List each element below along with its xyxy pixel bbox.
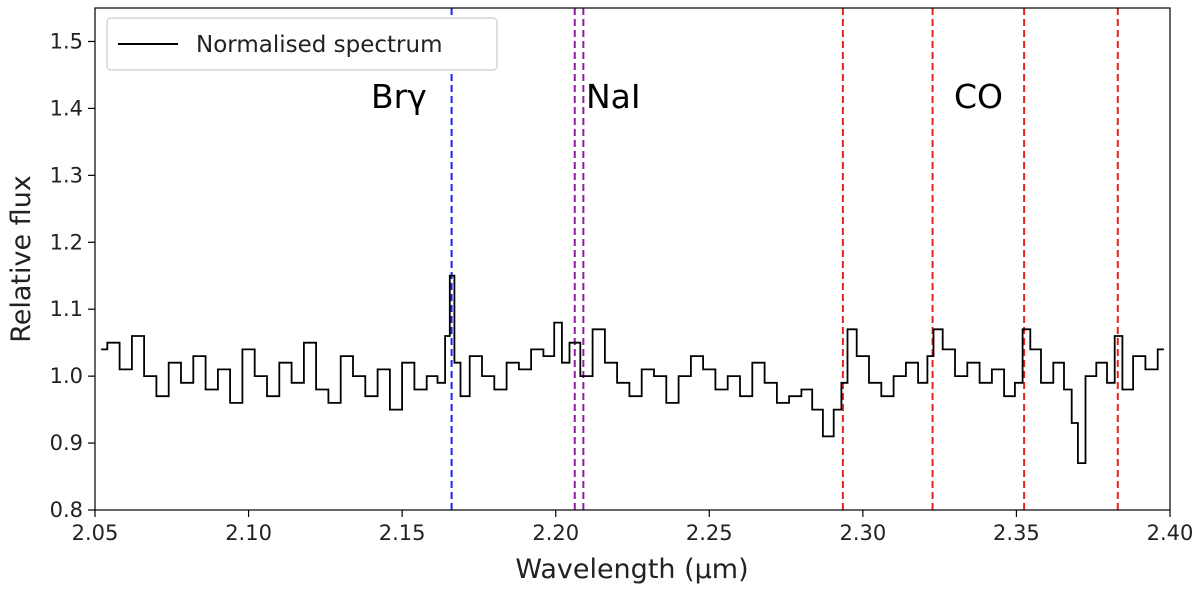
line-markers bbox=[450, 8, 1119, 510]
x-tick-label-5: 2.30 bbox=[839, 521, 886, 545]
y-tick-label-5: 1.3 bbox=[50, 163, 83, 187]
annotation-bry: Brγ bbox=[371, 77, 427, 116]
y-tick-label-4: 1.2 bbox=[50, 230, 83, 254]
legend-box bbox=[106, 17, 498, 71]
y-axis-label: Relative flux bbox=[6, 175, 37, 343]
y-axis-ticks: 0.8 0.9 1.0 1.1 1.2 1.3 1.4 1.5 bbox=[50, 29, 95, 522]
x-tick-label-4: 2.25 bbox=[686, 521, 733, 545]
plot-frame bbox=[94, 7, 1171, 511]
y-tick-label-3: 1.1 bbox=[50, 297, 83, 321]
y-tick-label-6: 1.4 bbox=[50, 96, 83, 120]
annotation-co: CO bbox=[954, 77, 1003, 116]
series-layer bbox=[101, 274, 1164, 464]
y-tick-label-7: 1.5 bbox=[50, 29, 83, 53]
y-tick-label-0: 0.8 bbox=[50, 498, 83, 522]
x-tick-label-6: 2.35 bbox=[993, 521, 1040, 545]
x-tick-label-7: 2.40 bbox=[1147, 521, 1194, 545]
legend: Normalised spectrum bbox=[106, 17, 498, 71]
x-tick-label-2: 2.15 bbox=[379, 521, 426, 545]
x-tick-label-1: 2.10 bbox=[225, 521, 272, 545]
x-axis-ticks: 2.05 2.10 2.15 2.20 2.25 2.30 2.35 2.40 bbox=[72, 510, 1194, 545]
plot-background bbox=[95, 8, 1170, 510]
series-line-0 bbox=[101, 274, 1164, 464]
x-axis-label: Wavelength (μm) bbox=[515, 554, 748, 585]
x-tick-label-0: 2.05 bbox=[72, 521, 119, 545]
y-tick-label-1: 0.9 bbox=[50, 431, 83, 455]
y-tick-label-2: 1.0 bbox=[50, 364, 83, 388]
x-tick-label-3: 2.20 bbox=[532, 521, 579, 545]
annotation-nai: NaI bbox=[586, 77, 641, 116]
legend-label: Normalised spectrum bbox=[196, 32, 443, 58]
